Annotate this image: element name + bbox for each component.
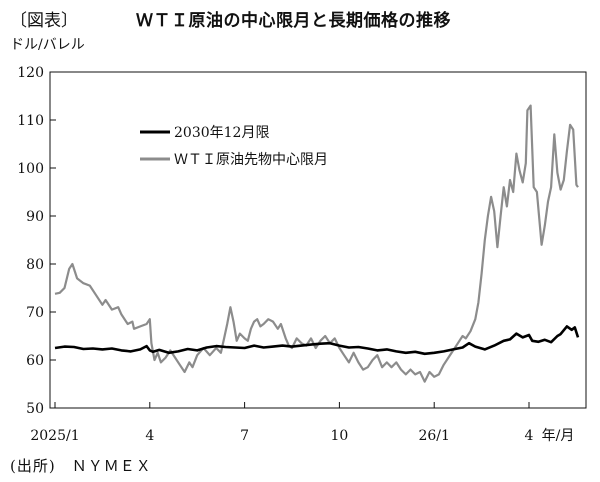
plot-frame — [49, 71, 587, 409]
legend: 2030年12月限 ＷＴＩ原油先物中心限月 — [140, 125, 328, 168]
y-axis: 50 60 70 80 90 100 110 120 — [17, 65, 56, 417]
y-tick-label: 80 — [26, 257, 44, 273]
figure-label: 〔図表〕 — [10, 11, 78, 31]
x-tick-label: 10 — [330, 428, 348, 444]
y-tick-label: 90 — [26, 209, 44, 225]
x-tick-label: 4 — [145, 428, 154, 444]
x-axis: 2025/1 4 7 10 26/1 4 — [30, 402, 534, 444]
y-tick-label: 60 — [26, 353, 44, 369]
x-tick-label: 2025/1 — [30, 428, 79, 444]
y-tick-label: 110 — [17, 113, 44, 129]
y-tick-label: 50 — [26, 401, 44, 417]
x-axis-unit-label: 年/月 — [542, 428, 575, 444]
x-tick-label: 26/1 — [418, 428, 449, 444]
legend-label-long-term: 2030年12月限 — [174, 125, 269, 141]
y-axis-unit-label: ドル/バレル — [10, 37, 85, 53]
x-tick-label: 7 — [240, 428, 249, 444]
x-tick-label: 4 — [525, 428, 534, 444]
source-label: (出所) ＮＹＭＥＸ — [10, 457, 152, 475]
series-line-long-term — [54, 325, 580, 356]
series-line-front-month — [54, 104, 579, 383]
y-tick-label: 120 — [17, 65, 44, 81]
series-layer — [54, 104, 580, 383]
legend-label-front-month: ＷＴＩ原油先物中心限月 — [174, 152, 328, 168]
y-tick-label: 70 — [26, 305, 44, 321]
y-tick-label: 100 — [17, 161, 44, 177]
chart-title: ＷＴＩ原油の中心限月と長期価格の推移 — [136, 11, 451, 31]
